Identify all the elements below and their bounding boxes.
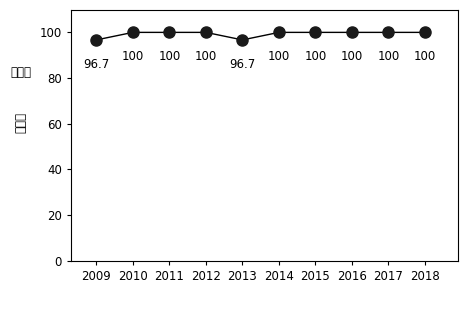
Text: 100: 100 — [268, 51, 290, 63]
Text: 100: 100 — [414, 51, 436, 63]
Text: 達成率: 達成率 — [14, 112, 27, 133]
Text: 96.7: 96.7 — [83, 58, 110, 71]
Text: 100: 100 — [377, 51, 400, 63]
Text: （％）: （％） — [10, 66, 31, 79]
Text: 96.7: 96.7 — [229, 58, 255, 71]
Text: 100: 100 — [304, 51, 327, 63]
Text: 100: 100 — [195, 51, 217, 63]
Text: 100: 100 — [158, 51, 180, 63]
Text: 100: 100 — [341, 51, 363, 63]
Text: 100: 100 — [122, 51, 144, 63]
